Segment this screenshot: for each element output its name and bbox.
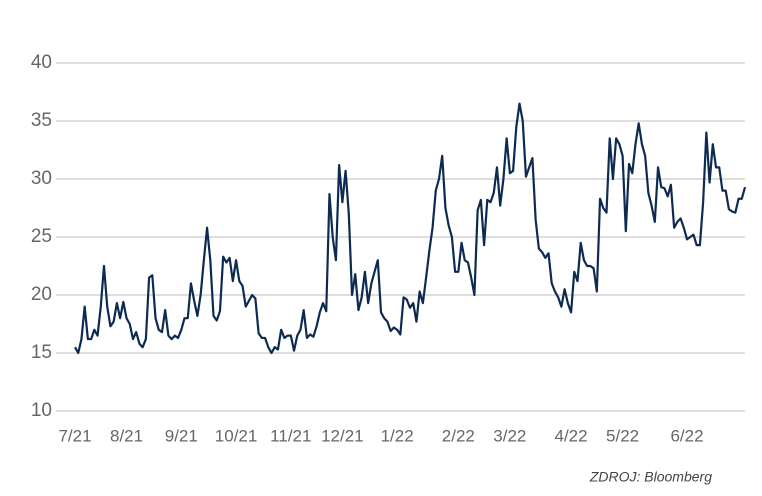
- y-tick-label: 15: [31, 342, 52, 363]
- y-tick-label: 10: [31, 400, 52, 421]
- x-tick-label: 12/21: [321, 426, 364, 445]
- y-tick-label: 30: [31, 168, 52, 189]
- x-tick-label: 9/21: [165, 426, 198, 445]
- y-tick-label: 35: [31, 110, 52, 131]
- x-tick-label: 5/22: [606, 426, 639, 445]
- y-tick-label: 40: [31, 52, 52, 73]
- x-tick-label: 8/21: [110, 426, 143, 445]
- x-tick-label: 3/22: [493, 426, 526, 445]
- x-tick-label: 10/21: [215, 426, 258, 445]
- x-tick-label: 2/22: [442, 426, 475, 445]
- x-tick-label: 4/22: [555, 426, 588, 445]
- x-tick-label: 7/21: [58, 426, 91, 445]
- x-tick-label: 11/21: [270, 426, 311, 445]
- y-tick-label: 20: [31, 284, 52, 305]
- x-tick-label: 6/22: [670, 426, 703, 445]
- x-tick-label: 1/22: [381, 426, 414, 445]
- source-note: ZDROJ: Bloomberg: [589, 469, 712, 485]
- data-line: [74, 102, 747, 355]
- y-tick-label: 25: [31, 226, 52, 247]
